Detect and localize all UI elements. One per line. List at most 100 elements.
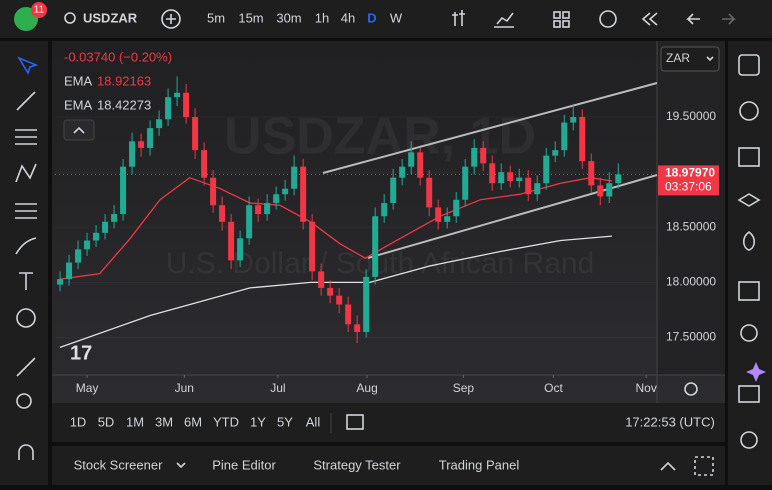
hotlist[interactable] [742,230,756,251]
indicators[interactable] [494,12,514,28]
x-tick-label: Jun [175,381,194,395]
y-tick-label: 19.50000 [666,109,716,123]
range-button[interactable]: YTD [213,414,239,429]
alert[interactable] [599,10,617,28]
candle-body [336,295,343,305]
maximize-panel[interactable] [694,456,714,476]
range-button[interactable]: 1Y [250,414,266,429]
candle-body [75,249,82,263]
magnet-tool[interactable] [18,444,34,460]
fib-tool[interactable] [15,129,37,145]
alerts[interactable] [739,101,759,121]
interval[interactable]: W [390,10,403,25]
right-toolbar [728,41,772,485]
candle-body [390,177,397,204]
interval[interactable]: 4h [341,10,355,25]
interval[interactable]: 1h [315,10,329,25]
text-tool[interactable] [19,272,33,290]
expand-panel[interactable] [660,461,676,471]
chart-pane [52,41,725,403]
panel-tab[interactable]: Pine Editor [212,457,276,472]
candle-body [282,188,289,195]
line-tool[interactable] [16,91,36,111]
candle-body [291,166,298,189]
x-tick-label: Oct [544,381,563,395]
layout-4 [562,20,570,28]
candle-body [426,177,433,208]
redo[interactable] [722,13,736,25]
channel-upper[interactable] [322,82,658,174]
symbol[interactable]: USDZAR [83,10,138,25]
candle-body [120,166,127,215]
zoom-tool[interactable] [16,393,32,409]
candle-body [435,207,442,222]
range-button[interactable]: 3M [155,414,173,429]
chat[interactable] [738,385,760,403]
candle-body [606,183,613,197]
candle-body [417,152,424,178]
ideas[interactable] [740,324,758,342]
change: -0.03740 (−0.20%) [64,49,172,64]
candle-body [498,172,505,184]
watchlist[interactable] [738,54,760,76]
candle-body [408,152,415,167]
legend-name: EMA [64,97,93,112]
range-button[interactable]: 1D [70,414,87,429]
range-button[interactable]: 5D [98,414,115,429]
range-button[interactable]: All [306,414,321,429]
cursor-tool[interactable] [17,56,39,75]
projection-tool[interactable] [15,203,37,219]
interval[interactable]: D [367,10,376,25]
candle-body [462,166,469,200]
collapse-legend[interactable] [63,119,95,141]
data-window[interactable] [738,147,760,167]
candle-body [210,177,217,206]
range-button[interactable]: 5Y [277,414,293,429]
ai-icon[interactable] [746,362,766,382]
chart-type[interactable] [452,10,465,26]
candle-body [615,174,622,184]
candle-body [453,199,460,217]
layers[interactable] [737,193,761,207]
search-icon[interactable] [64,12,76,24]
candle-body [399,166,406,178]
x-tick-label: Sep [453,381,475,395]
candle-body [237,238,244,261]
pattern-tool[interactable] [15,163,37,183]
settings[interactable] [684,382,698,396]
range-button[interactable]: 6M [184,414,202,429]
add-symbol[interactable] [161,9,181,29]
brush-tool[interactable] [15,237,37,255]
emoji-tool[interactable] [16,308,36,328]
help[interactable] [740,431,758,449]
replay[interactable] [641,12,658,26]
interval[interactable]: 15m [238,10,263,25]
candle-body [84,240,91,250]
candle-body [201,150,208,178]
candle-body [165,97,172,120]
interval[interactable]: 30m [276,10,301,25]
legend-value: 18.92163 [97,73,151,88]
goto-date[interactable] [346,414,364,430]
candle-body [147,128,154,148]
ruler-tool[interactable] [16,357,36,377]
panel-tab[interactable]: Stock Screener [74,457,164,472]
candle-body [489,163,496,184]
interval[interactable]: 5m [207,10,225,25]
candle-body [372,216,379,277]
candle-body [381,203,388,217]
legend-name: EMA [64,73,93,88]
candle-body [138,141,145,148]
x-tick-label: Nov [636,381,657,395]
currency: ZAR [666,51,690,65]
panel-tab[interactable]: Strategy Tester [313,457,401,472]
badge [31,2,47,18]
undo[interactable] [686,13,700,25]
layout[interactable] [553,11,561,19]
panel-tab[interactable]: Trading Panel [439,457,520,472]
range-button[interactable]: 1M [126,414,144,429]
candle-body [111,214,118,222]
calendar[interactable] [738,281,760,301]
currency-select[interactable] [660,46,720,72]
